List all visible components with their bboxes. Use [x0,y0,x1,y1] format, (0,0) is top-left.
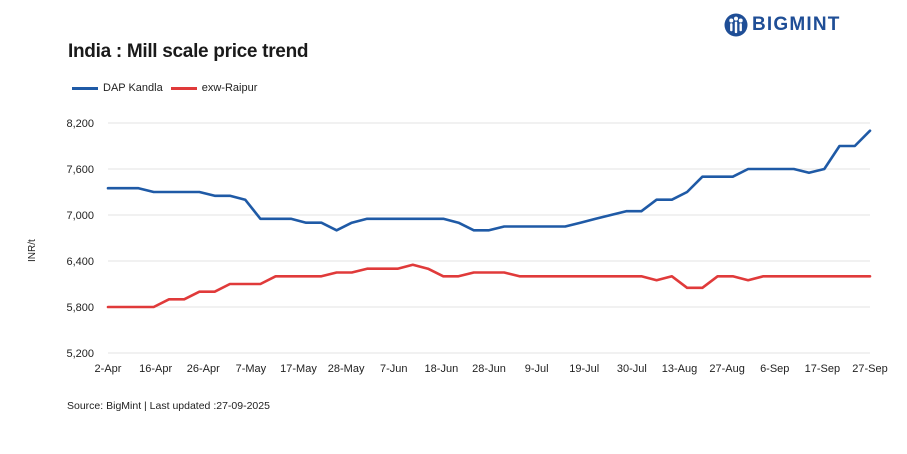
x-tick-label: 19-Jul [569,363,599,375]
y-tick-label: 7,600 [66,164,94,176]
x-tick-label: 9-Jul [525,363,549,375]
y-tick-label: 6,400 [66,256,94,268]
series-line-exw-raipur [106,263,872,309]
legend-label-dap-kandla: DAP Kandla [103,82,163,94]
legend-swatch-dap-kandla [72,86,98,90]
legend-item-exw-raipur: exw-Raipur [170,82,258,94]
x-tick-label: 26-Apr [187,363,220,375]
x-tick-label: 13-Aug [662,363,697,375]
x-tick-label: 28-Jun [472,363,506,375]
x-tick-label: 17-Sep [805,363,840,375]
x-tick-label: 30-Jul [617,363,647,375]
logo-text: BIGMINT [752,14,841,35]
legend-label-exw-raipur: exw-Raipur [201,82,258,94]
bigmint-logo: BIGMINT [724,13,841,37]
x-tick-label: 18-Jun [425,363,459,375]
y-tick-label: 7,000 [66,210,94,222]
legend-swatch-exw-raipur [170,86,197,90]
x-tick-label: 17-May [280,363,317,375]
bigmint-logo-icon [724,13,748,37]
y-tick-label: 5,800 [66,302,94,314]
series-line-dap-kandla [106,129,872,232]
x-tick-label: 7-Jun [380,363,408,375]
x-tick-label: 27-Aug [709,363,744,375]
legend-item-dap-kandla: DAP Kandla [72,82,163,94]
x-tick-label: 27-Sep [852,363,887,375]
y-tick-label: 5,200 [66,348,94,360]
y-tick-label: 8,200 [66,118,94,130]
x-tick-label: 2-Apr [95,363,122,375]
x-tick-label: 16-Apr [139,363,172,375]
x-tick-label: 7-May [236,363,267,375]
legend: DAP Kandla exw-Raipur [72,82,265,94]
chart-title: India : Mill scale price trend [68,41,309,62]
x-tick-label: 6-Sep [760,363,789,375]
source-note: Source: BigMint | Last updated :27-09-20… [67,400,270,412]
x-tick-label: 28-May [328,363,365,375]
